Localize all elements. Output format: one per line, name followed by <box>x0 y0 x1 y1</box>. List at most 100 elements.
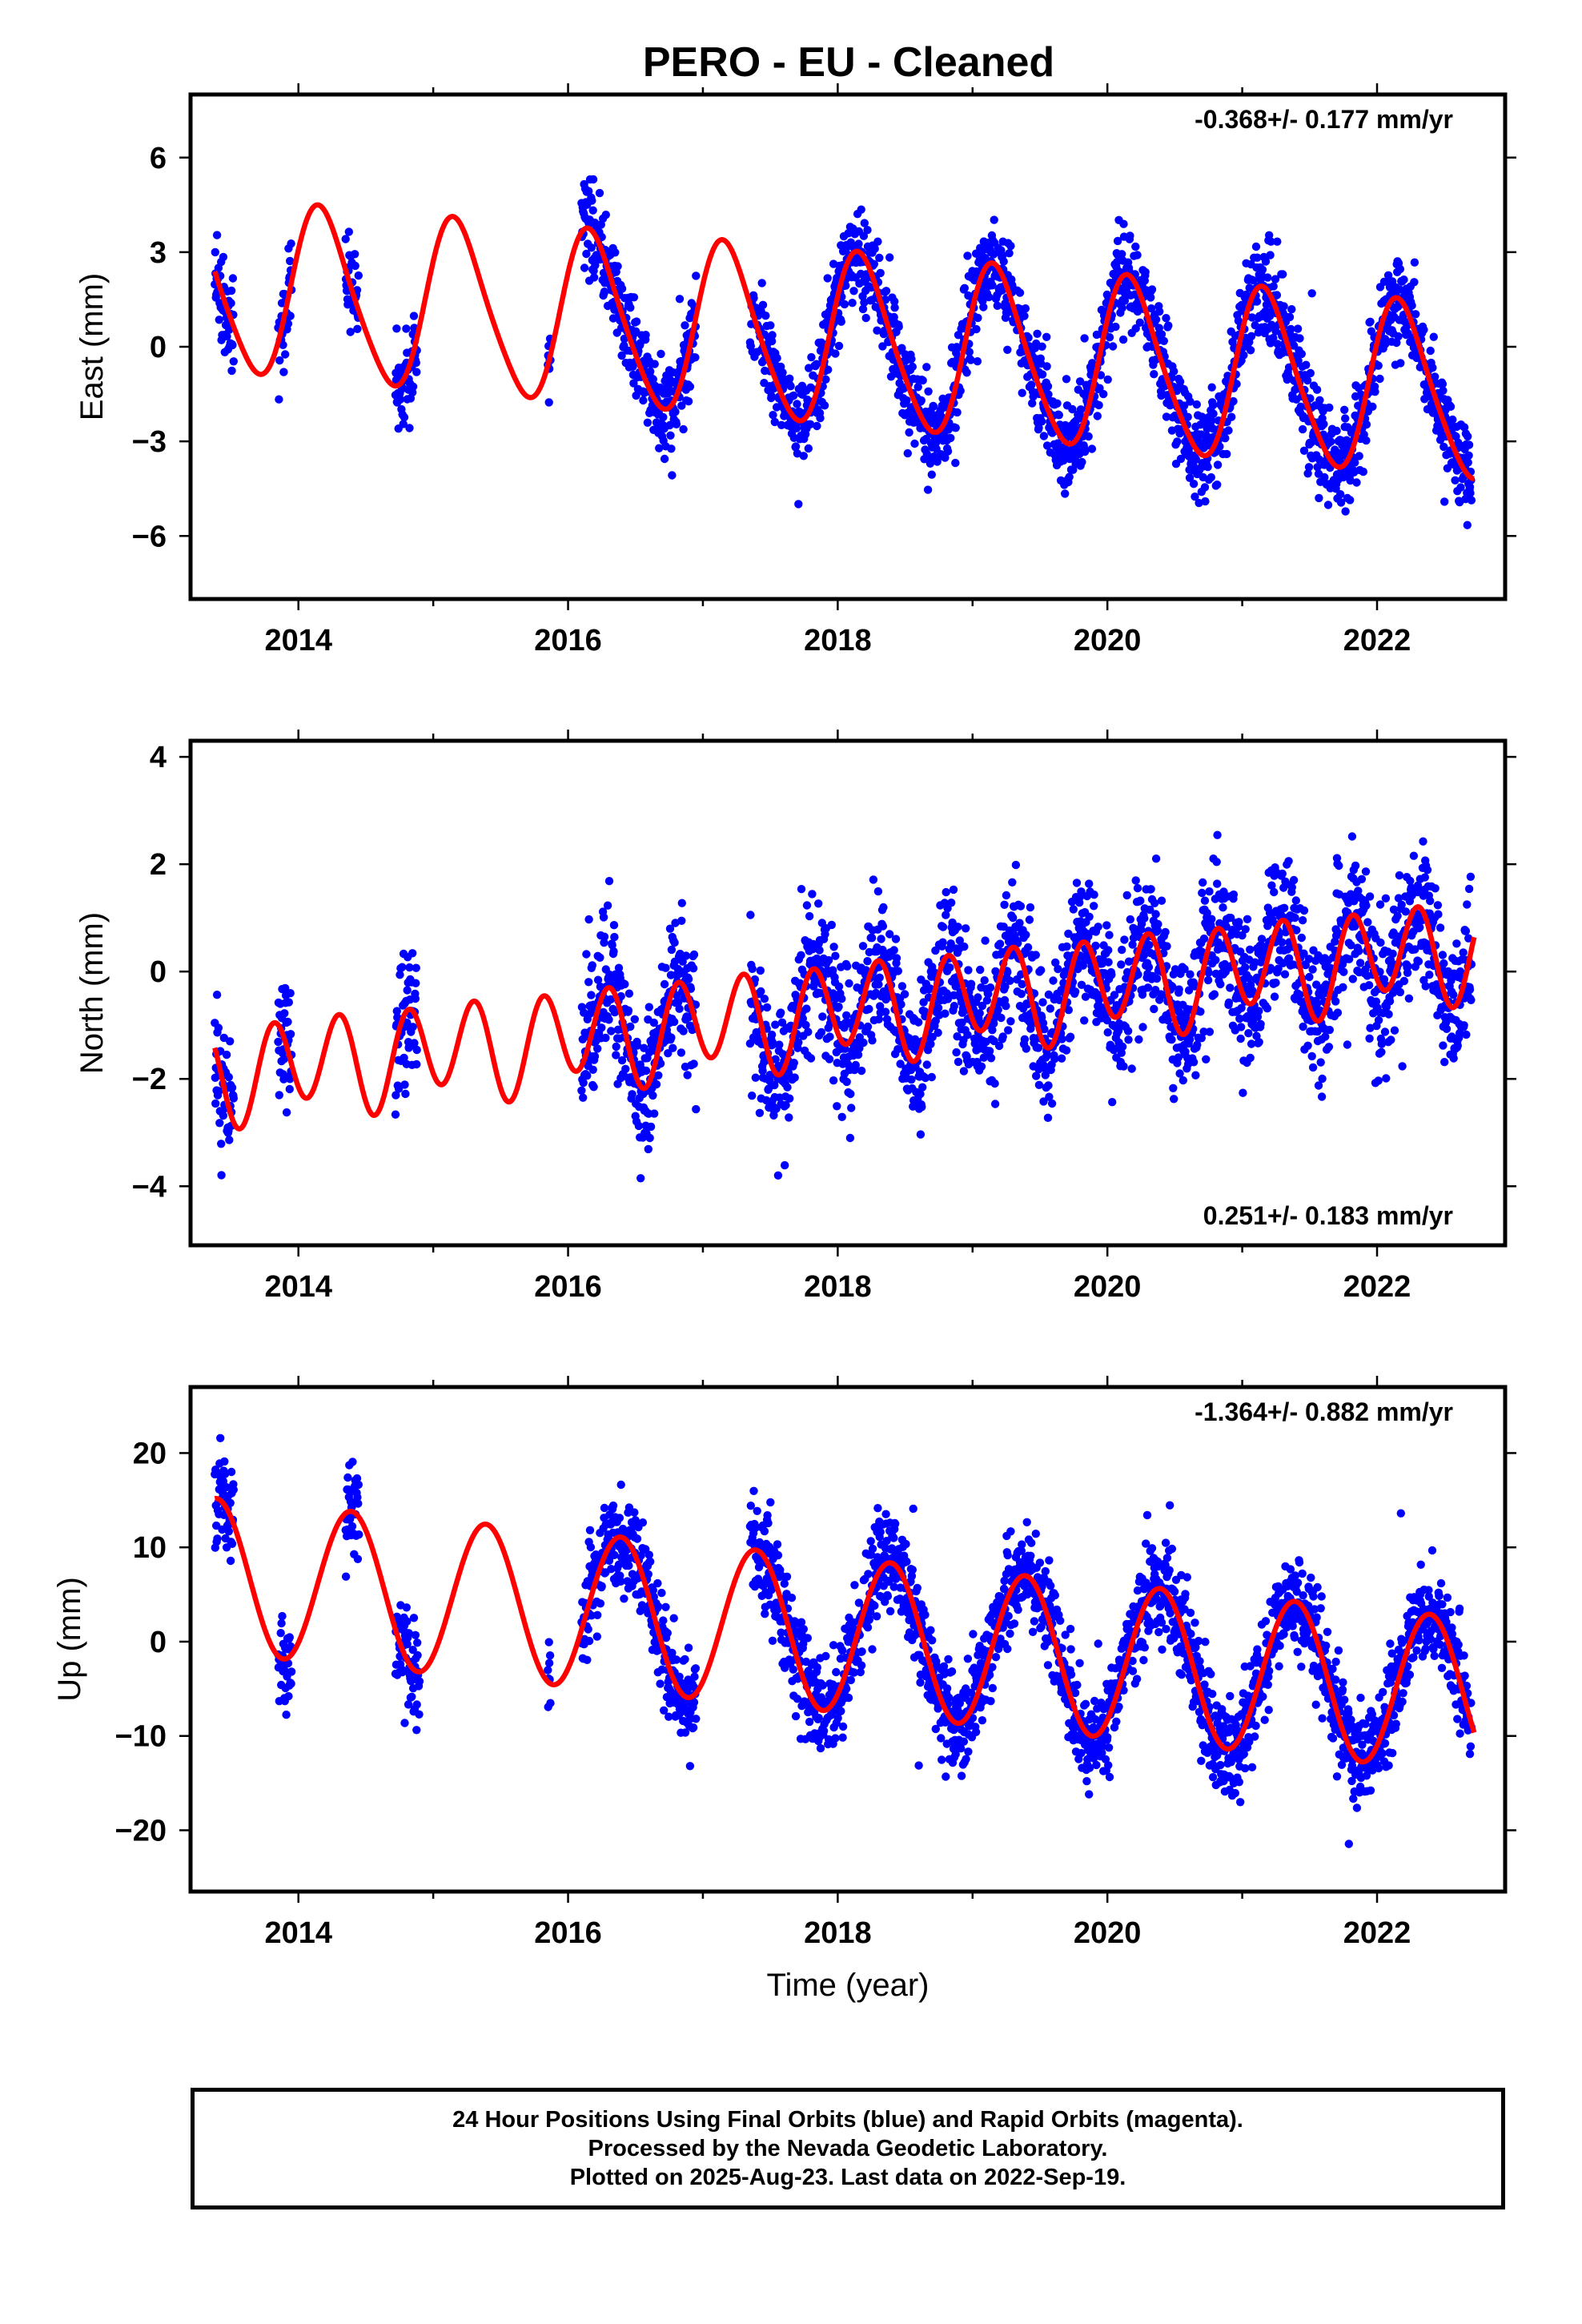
data-point <box>1210 990 1219 999</box>
data-point <box>1198 888 1207 898</box>
data-point <box>1351 861 1360 870</box>
data-point <box>843 962 852 971</box>
data-point <box>834 982 844 991</box>
data-point <box>1085 912 1094 922</box>
data-point <box>1044 390 1053 399</box>
data-point <box>1279 903 1289 913</box>
data-point <box>1375 374 1384 384</box>
data-point <box>589 273 599 282</box>
data-point <box>867 934 877 943</box>
data-point <box>1118 945 1126 955</box>
plot-frame <box>188 92 1508 601</box>
data-point <box>1127 1064 1136 1073</box>
data-point <box>877 935 885 943</box>
data-point <box>990 1100 1000 1108</box>
data-point <box>1000 900 1009 910</box>
data-point <box>914 1018 923 1027</box>
data-point <box>950 1002 959 1011</box>
data-point <box>1150 1004 1158 1014</box>
data-point <box>1126 231 1134 240</box>
data-point <box>1241 925 1250 934</box>
data-point <box>802 1004 811 1013</box>
data-point <box>412 368 421 376</box>
data-point <box>767 1030 777 1039</box>
data-point <box>228 274 238 283</box>
data-point <box>645 1133 654 1143</box>
data-point <box>1038 342 1046 351</box>
data-point <box>817 341 826 351</box>
data-point <box>1271 275 1280 283</box>
data-point <box>1191 493 1199 501</box>
data-point <box>617 1055 627 1065</box>
data-point <box>1270 992 1279 1001</box>
data-point <box>1246 346 1255 355</box>
data-point <box>675 1004 684 1013</box>
data-point <box>997 1013 1006 1023</box>
data-point <box>1107 971 1116 979</box>
data-point <box>660 979 669 989</box>
data-point <box>1431 884 1439 893</box>
data-point <box>648 1091 657 1100</box>
data-point <box>1382 1074 1391 1083</box>
data-point <box>1113 236 1122 246</box>
data-point <box>603 901 612 910</box>
data-point <box>1094 923 1102 931</box>
data-point <box>1267 237 1275 246</box>
data-point <box>1235 918 1243 927</box>
data-point <box>878 342 887 351</box>
data-point <box>217 1171 226 1180</box>
data-point <box>1192 400 1202 409</box>
data-point <box>1298 916 1307 925</box>
data-point <box>1016 902 1026 911</box>
data-point <box>1207 472 1216 482</box>
data-point <box>1414 957 1423 966</box>
data-point <box>608 941 616 950</box>
data-point <box>1006 241 1015 251</box>
data-point <box>755 1108 765 1118</box>
data-point <box>1020 1035 1030 1044</box>
data-point <box>1464 432 1472 441</box>
data-point <box>1340 405 1349 414</box>
x-tick-label: 2016 <box>534 1270 602 1304</box>
data-point <box>639 396 648 405</box>
data-point <box>1203 462 1212 472</box>
data-point <box>223 332 231 341</box>
data-point <box>692 271 701 280</box>
data-point <box>1435 923 1445 932</box>
data-point <box>667 444 676 453</box>
data-point <box>797 885 806 894</box>
data-point <box>1299 906 1309 915</box>
data-point <box>679 1027 688 1035</box>
data-point <box>412 1045 421 1055</box>
data-point <box>1085 879 1094 888</box>
data-point <box>281 350 290 359</box>
data-point <box>620 979 629 989</box>
data-point <box>1161 927 1170 937</box>
data-point <box>1285 312 1295 322</box>
data-point <box>677 1048 686 1057</box>
data-point <box>1273 340 1283 348</box>
data-point <box>1091 941 1100 951</box>
y-tick-label: 0 <box>150 955 167 989</box>
data-point <box>1440 1058 1449 1067</box>
data-point <box>857 205 865 214</box>
data-point <box>1065 472 1074 481</box>
y-tick-label: −2 <box>132 1063 167 1096</box>
data-point <box>804 1027 813 1036</box>
data-point <box>918 1083 927 1092</box>
data-point <box>1002 891 1011 900</box>
y-tick-label: −4 <box>132 1170 167 1204</box>
data-point <box>400 1053 408 1063</box>
data-point <box>1355 452 1363 460</box>
data-point <box>769 411 777 420</box>
data-point <box>1387 1035 1395 1044</box>
data-point <box>813 421 821 431</box>
data-point <box>1263 273 1272 282</box>
data-point <box>1117 960 1126 969</box>
data-point <box>1319 420 1328 428</box>
data-point <box>1297 349 1307 359</box>
data-point <box>226 1037 235 1046</box>
data-point <box>1438 951 1447 959</box>
